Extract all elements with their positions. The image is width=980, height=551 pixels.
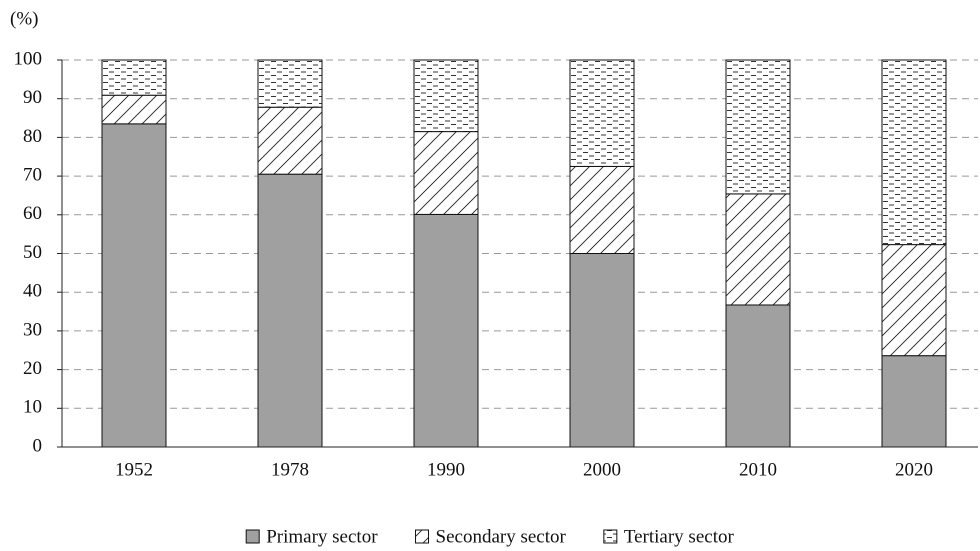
bar-segment xyxy=(725,59,791,195)
x-tick-label: 2020 xyxy=(895,459,933,480)
bar-segment xyxy=(413,131,479,215)
bar-segment xyxy=(257,59,323,108)
y-axis-label: (%) xyxy=(10,8,38,29)
x-tick-label: 1952 xyxy=(115,459,153,480)
y-tick-label: 80 xyxy=(23,126,42,147)
legend-swatch xyxy=(603,529,618,544)
bar-segment xyxy=(413,59,479,133)
x-tick-label: 2010 xyxy=(739,459,777,480)
bar-segment xyxy=(881,59,947,246)
y-tick-label: 50 xyxy=(23,242,42,263)
y-tick-label: 0 xyxy=(33,435,43,456)
x-tick-label: 1978 xyxy=(271,459,309,480)
bar-segment xyxy=(101,94,167,125)
y-tick-label: 40 xyxy=(23,281,42,302)
x-tick-label: 2000 xyxy=(583,459,621,480)
bar-segment xyxy=(257,106,323,175)
legend-label: Tertiary sector xyxy=(624,526,735,547)
legend-swatch xyxy=(415,529,430,544)
y-tick-label: 10 xyxy=(23,397,42,418)
legend-label: Primary sector xyxy=(266,526,378,547)
bar-segment xyxy=(569,59,635,167)
bar-segment xyxy=(413,213,479,448)
y-tick-label: 90 xyxy=(23,87,42,108)
bar-segment xyxy=(881,244,947,357)
bar-segment xyxy=(725,193,791,306)
x-tick-label: 1990 xyxy=(427,459,465,480)
bar-segment xyxy=(257,173,323,448)
bar-segment xyxy=(569,165,635,254)
y-tick-label: 100 xyxy=(14,48,43,69)
bar-segment xyxy=(725,304,791,448)
bar-segment xyxy=(569,253,635,448)
y-tick-label: 60 xyxy=(23,203,42,224)
legend-label: Secondary sector xyxy=(436,526,567,547)
bar-segment xyxy=(101,59,167,96)
y-tick-label: 70 xyxy=(23,164,42,185)
y-tick-label: 20 xyxy=(23,358,42,379)
y-tick-label: 30 xyxy=(23,319,42,340)
bar-segment xyxy=(881,355,947,448)
bar-segment xyxy=(101,123,167,448)
legend-swatch xyxy=(245,529,260,544)
